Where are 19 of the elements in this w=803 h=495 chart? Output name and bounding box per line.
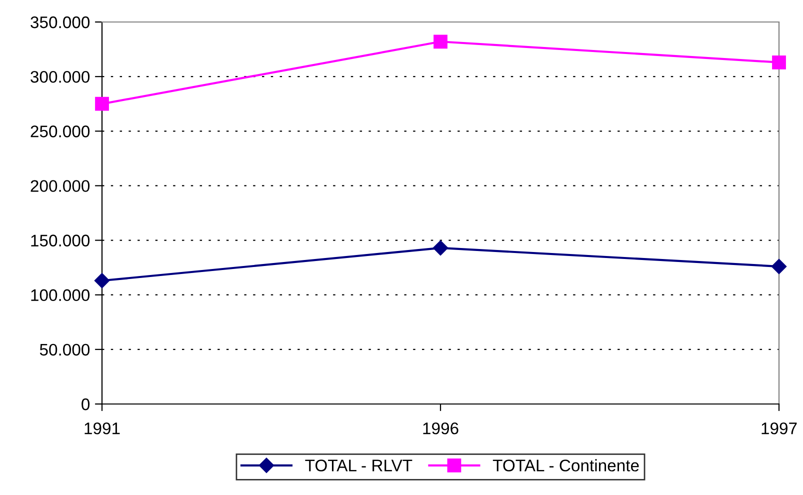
legend-label: TOTAL - Continente (492, 459, 639, 472)
y-tick-label: 300.000 (30, 70, 90, 83)
y-tick-label: 150.000 (31, 234, 90, 246)
y-tick-label: 0 (82, 398, 90, 410)
point (94, 273, 110, 288)
point (432, 240, 448, 256)
y-tick-label: 100.000 (31, 289, 90, 302)
y-tick-label: 200.000 (30, 180, 90, 192)
x-tick-label: 1991 (84, 422, 120, 434)
y-tick-label: 250.000 (30, 126, 90, 138)
point (772, 55, 786, 70)
point (771, 258, 787, 274)
y-tick-label: 350.000 (30, 16, 90, 28)
x-tick-label: 1996 (423, 422, 458, 434)
legend-label: TOTAL - RLVT (305, 460, 412, 472)
x-tick-label: 1997 (762, 422, 797, 434)
point (95, 96, 109, 111)
point (434, 34, 448, 49)
y-tick-label: 50.000 (40, 344, 90, 356)
